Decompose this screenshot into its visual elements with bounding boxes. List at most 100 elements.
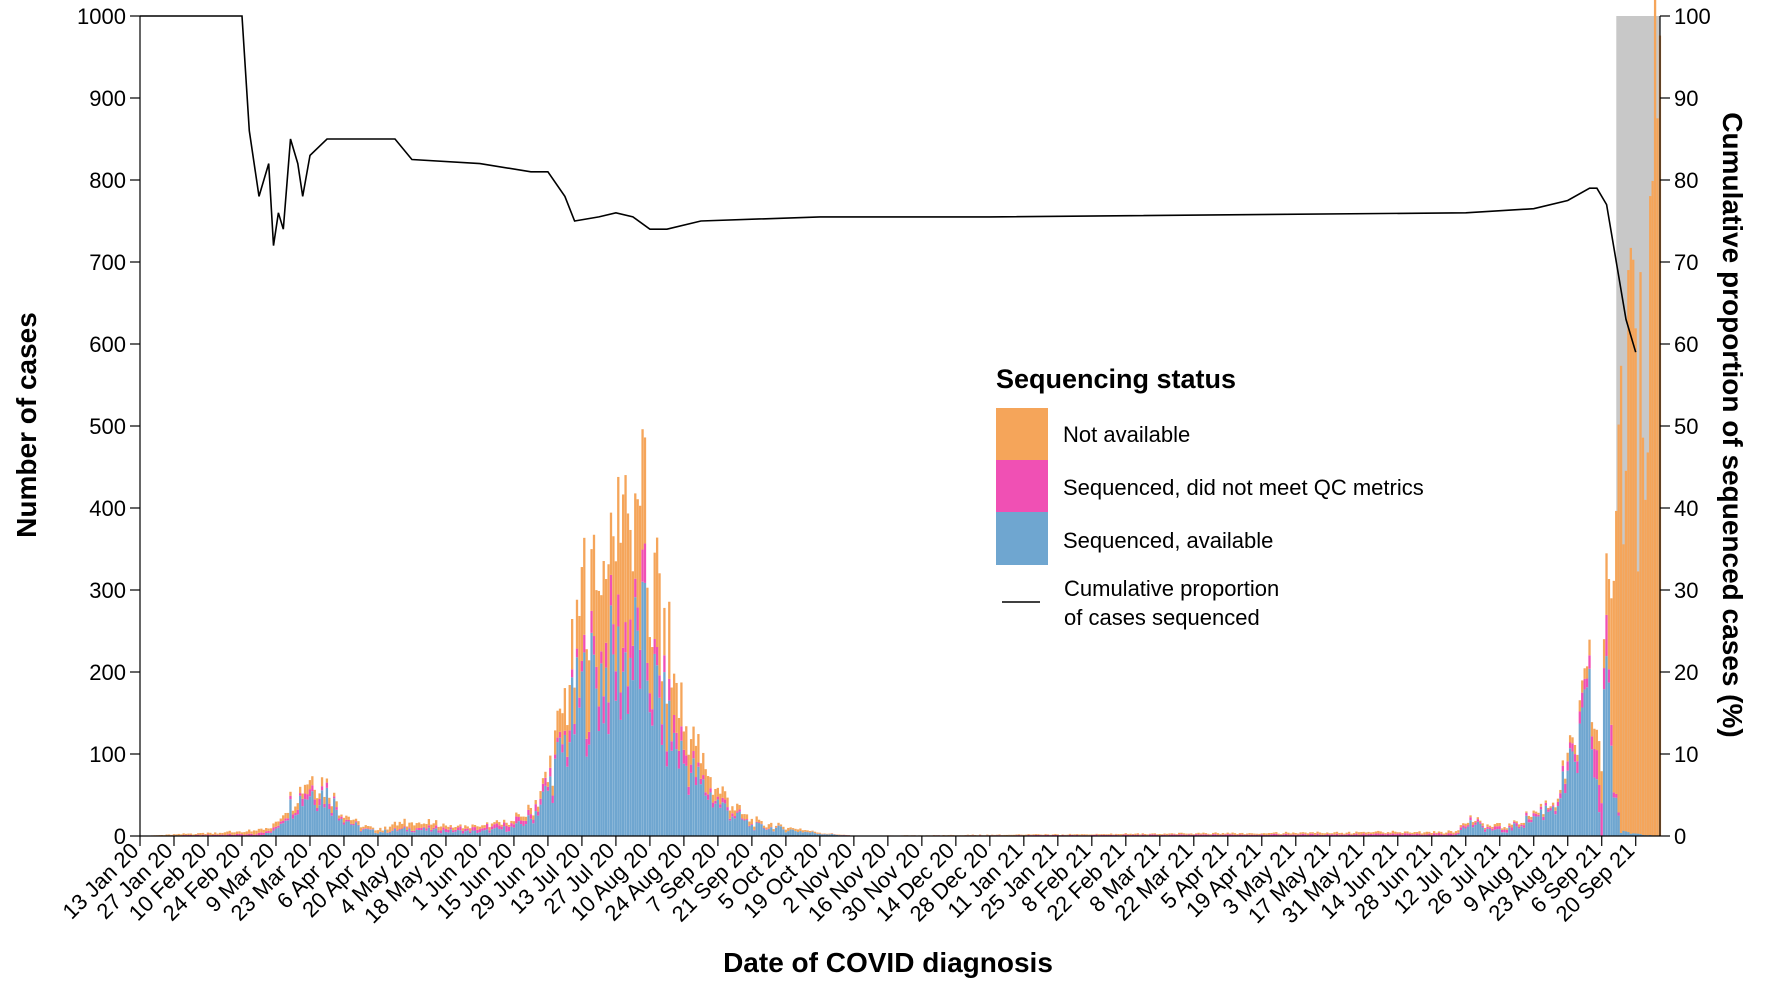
bar-segment-not-available bbox=[615, 561, 617, 671]
bar-segment-not-available bbox=[1319, 832, 1321, 834]
bar-segment-not-available bbox=[644, 437, 646, 543]
bar-segment-qc-failed bbox=[403, 826, 405, 827]
y2-tick-label: 40 bbox=[1674, 496, 1698, 521]
bar-segment-not-available bbox=[765, 827, 767, 829]
bar-segment-available bbox=[775, 828, 777, 836]
bar-segment-not-available bbox=[1574, 745, 1576, 754]
bar-segment-available bbox=[362, 830, 364, 836]
bar-segment-qc-failed bbox=[260, 832, 262, 835]
bar-segment-not-available bbox=[165, 835, 167, 836]
bar-segment-available bbox=[1547, 812, 1549, 836]
bar-segment-not-available bbox=[311, 776, 313, 785]
bar-segment-not-available bbox=[442, 824, 444, 828]
bar-segment-not-available bbox=[1499, 823, 1501, 826]
bar-segment-not-available bbox=[411, 822, 413, 831]
bar-segment-not-available bbox=[537, 807, 539, 812]
bar-segment-not-available bbox=[622, 494, 624, 647]
bar-segment-qc-failed bbox=[1562, 766, 1564, 772]
bar-segment-available bbox=[1613, 797, 1615, 836]
bar-segment-available bbox=[743, 821, 745, 836]
bar-segment-qc-failed bbox=[671, 741, 673, 751]
bar-segment-qc-failed bbox=[741, 818, 743, 819]
bar-segment-available bbox=[384, 830, 386, 836]
bar-segment-qc-failed bbox=[1491, 829, 1493, 831]
bar-segment-not-available bbox=[362, 827, 364, 829]
bar-segment-available bbox=[1533, 816, 1535, 836]
bar-segment-not-available bbox=[1205, 833, 1207, 834]
bar-segment-not-available bbox=[1457, 830, 1459, 833]
bar-segment-qc-failed bbox=[717, 797, 719, 800]
bar-segment-available bbox=[1486, 829, 1488, 836]
bar-segment-not-available bbox=[1292, 832, 1294, 834]
bar-segment-qc-failed bbox=[318, 799, 320, 805]
bar-segment-not-available bbox=[1443, 834, 1445, 835]
bar-segment-not-available bbox=[1071, 834, 1073, 835]
bar-segment-not-available bbox=[593, 535, 595, 636]
bar-segment-qc-failed bbox=[758, 822, 760, 823]
bar-segment-available bbox=[1618, 816, 1620, 836]
bar-segment-available bbox=[581, 671, 583, 836]
bar-segment-qc-failed bbox=[365, 828, 367, 829]
bar-segment-available bbox=[403, 828, 405, 836]
bar-segment-available bbox=[1520, 826, 1522, 836]
bar-segment-not-available bbox=[1608, 579, 1610, 669]
bar-segment-qc-failed bbox=[362, 829, 364, 830]
bar-segment-not-available bbox=[797, 829, 799, 832]
bar-segment-not-available bbox=[464, 825, 466, 829]
y2-tick-label: 70 bbox=[1674, 250, 1698, 275]
bar-segment-qc-failed bbox=[564, 731, 566, 735]
bar-segment-not-available bbox=[559, 709, 561, 732]
bar-segment-not-available bbox=[1615, 511, 1617, 794]
bar-segment-qc-failed bbox=[1603, 668, 1605, 689]
bar-segment-not-available bbox=[1144, 834, 1146, 835]
bar-segment-not-available bbox=[1171, 833, 1173, 834]
bar-segment-not-available bbox=[294, 806, 296, 813]
bar-segment-not-available bbox=[1078, 834, 1080, 835]
bar-segment-not-available bbox=[445, 825, 447, 829]
bar-segment-not-available bbox=[231, 832, 233, 834]
bar-segment-not-available bbox=[367, 826, 369, 829]
bar-segment-not-available bbox=[746, 814, 748, 819]
bar-segment-available bbox=[637, 631, 639, 836]
bar-segment-not-available bbox=[360, 827, 362, 831]
bar-segment-available bbox=[566, 767, 568, 836]
bar-segment-not-available bbox=[1156, 834, 1158, 835]
bar-segment-not-available bbox=[1654, 0, 1656, 836]
bar-segment-available bbox=[629, 658, 631, 836]
bar-segment-available bbox=[564, 735, 566, 836]
bar-segment-not-available bbox=[224, 832, 226, 835]
bar-segment-not-available bbox=[637, 499, 639, 607]
bar-segment-not-available bbox=[756, 816, 758, 821]
bar-segment-qc-failed bbox=[644, 544, 646, 583]
bar-segment-available bbox=[1610, 746, 1612, 836]
bar-segment-qc-failed bbox=[457, 828, 459, 831]
bar-segment-available bbox=[357, 825, 359, 836]
bar-segment-qc-failed bbox=[1618, 812, 1620, 815]
bar-segment-available bbox=[1482, 827, 1484, 836]
bar-segment-not-available bbox=[1353, 833, 1355, 834]
bar-segment-available bbox=[498, 829, 500, 836]
bar-segment-not-available bbox=[831, 833, 833, 834]
bar-segment-not-available bbox=[1348, 832, 1350, 834]
bar-segment-not-available bbox=[556, 711, 558, 738]
bar-segment-qc-failed bbox=[651, 709, 653, 725]
y-axis-title: Number of cases bbox=[11, 312, 42, 538]
bar-segment-qc-failed bbox=[350, 824, 352, 825]
bar-segment-not-available bbox=[1377, 831, 1379, 834]
bar-segment-not-available bbox=[452, 828, 454, 831]
bar-segment-qc-failed bbox=[561, 744, 563, 752]
bar-segment-qc-failed bbox=[270, 831, 272, 832]
bar-segment-available bbox=[408, 829, 410, 836]
bar-segment-available bbox=[678, 769, 680, 836]
bar-segment-not-available bbox=[454, 827, 456, 830]
bar-segment-not-available bbox=[824, 834, 826, 835]
bar-segment-not-available bbox=[986, 835, 988, 836]
bar-segment-qc-failed bbox=[420, 828, 422, 830]
bar-segment-qc-failed bbox=[731, 813, 733, 816]
bar-segment-qc-failed bbox=[348, 820, 350, 822]
bar-segment-not-available bbox=[1367, 832, 1369, 834]
bar-segment-not-available bbox=[1122, 834, 1124, 835]
bar-segment-qc-failed bbox=[1516, 823, 1518, 826]
bar-segment-qc-failed bbox=[1542, 817, 1544, 820]
bar-segment-not-available bbox=[641, 429, 643, 549]
